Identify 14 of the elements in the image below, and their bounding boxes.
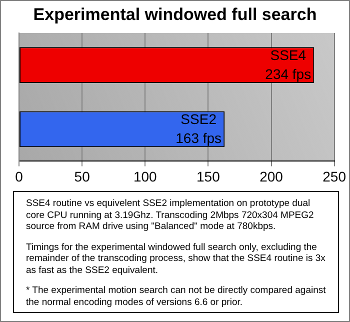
x-tick-label: 150 xyxy=(196,168,220,184)
data-label: 163 fps xyxy=(176,130,222,146)
y-tick-label: SSE2 xyxy=(180,111,217,128)
x-tick-label: 0 xyxy=(15,168,24,184)
text: SSE4 routine vs equivelent SSE2 implementation on prototype dual core CPU running at 3.19Ghz. Transcoding 2Mbps 720x304 MPEG2 source from RAM drive using "Balanced" mode at 780kbps. xyxy=(26,198,315,232)
data-label: 234 fps xyxy=(265,66,312,82)
x-tick-label: 250 xyxy=(322,168,346,184)
x-tick-label: 100 xyxy=(133,168,158,184)
x-tick-label: 50 xyxy=(74,168,90,184)
x-tick-label: 200 xyxy=(260,168,284,184)
text: * The experimental motion search can not be directly compared against the normal encoding modes of versions 6.6 or prior. xyxy=(26,285,327,308)
text: Timings for the experimental windowed full search only, excluding the remainder of the transcoding process, show that the SSE4 routine is 3x as fast as the SSE2 equivalent. xyxy=(26,242,326,276)
y-tick-label: SSE4 xyxy=(270,46,306,63)
chart-title: Experimental windowed full search xyxy=(32,5,318,25)
